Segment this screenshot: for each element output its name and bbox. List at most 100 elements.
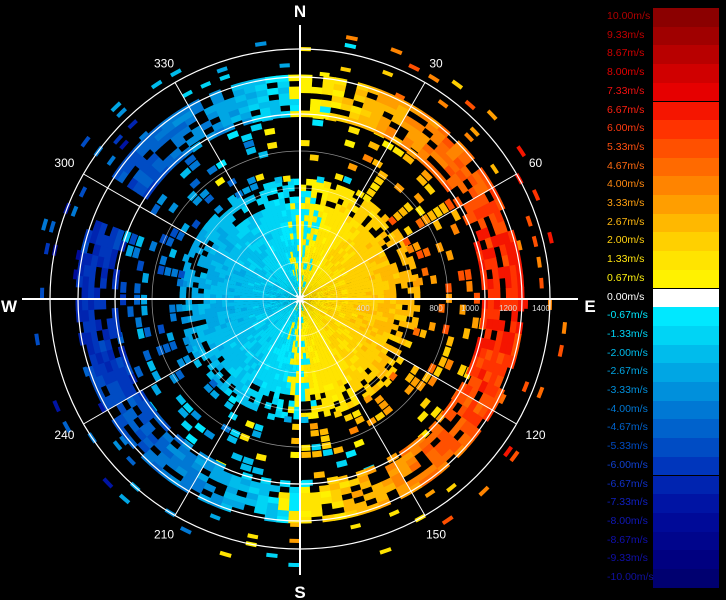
- echo-bin: [292, 358, 297, 366]
- echo-bin: [394, 92, 406, 101]
- echo-bin: [302, 310, 305, 318]
- echo-bin: [277, 80, 290, 89]
- echo-bin: [464, 99, 476, 111]
- echo-bin: [227, 302, 235, 307]
- echo-bin: [258, 100, 271, 110]
- echo-bin: [134, 156, 148, 170]
- echo-bin: [304, 289, 309, 295]
- echo-bin: [264, 287, 272, 292]
- echo-bin: [279, 63, 290, 68]
- echo-bin: [383, 104, 398, 116]
- echo-bin: [448, 160, 461, 174]
- echo-bin: [281, 311, 288, 317]
- echo-bin: [295, 280, 298, 288]
- echo-bin: [334, 252, 341, 259]
- echo-bin: [110, 101, 122, 113]
- echo-bin: [236, 317, 244, 323]
- echo-bin: [345, 215, 353, 224]
- echo-bin: [278, 216, 284, 224]
- echo-bin: [398, 270, 407, 279]
- echo-bin: [250, 354, 258, 363]
- echo-bin: [246, 343, 254, 351]
- echo-bin: [107, 257, 117, 270]
- echo-bin: [294, 346, 298, 354]
- echo-bin: [78, 186, 88, 198]
- echo-bin: [324, 331, 331, 339]
- echo-bin: [374, 411, 386, 422]
- echo-bin: [357, 262, 365, 270]
- echo-bin: [339, 309, 347, 315]
- echo-bin: [230, 276, 238, 282]
- echo-bin: [270, 305, 278, 309]
- echo-bin: [285, 252, 290, 260]
- echo-bin: [219, 550, 232, 558]
- legend-swatch: [653, 344, 719, 364]
- echo-bin: [302, 352, 307, 360]
- echo-bin: [277, 336, 283, 344]
- echo-bin: [355, 259, 363, 267]
- echo-bin: [307, 276, 312, 283]
- echo-bin: [301, 287, 305, 294]
- echo-bin: [363, 394, 373, 404]
- legend-label: 8.67m/s: [607, 47, 645, 60]
- echo-bin: [270, 339, 276, 347]
- echo-bin: [92, 243, 102, 257]
- echo-bin: [257, 253, 264, 261]
- echo-bin: [301, 316, 304, 324]
- echo-bin: [348, 331, 356, 339]
- echo-bin: [254, 350, 262, 358]
- echo-bin: [115, 401, 128, 415]
- legend-label: -9.33m/s: [607, 552, 648, 565]
- echo-bin: [456, 404, 469, 418]
- echo-bin: [141, 436, 155, 450]
- echo-bin: [242, 456, 254, 466]
- echo-bin: [497, 266, 506, 279]
- echo-bin: [561, 322, 567, 334]
- echo-bin: [246, 176, 257, 185]
- echo-bin: [334, 386, 342, 395]
- echo-bin: [203, 303, 211, 310]
- echo-bin: [233, 325, 242, 332]
- echo-bin: [308, 306, 315, 312]
- echo-bin: [320, 496, 333, 505]
- echo-bin: [300, 202, 306, 210]
- echo-bin: [282, 291, 290, 295]
- echo-bin: [412, 120, 426, 133]
- legend-label: -5.33m/s: [607, 440, 648, 453]
- azimuth-label: 210: [154, 528, 174, 542]
- echo-bin: [487, 372, 499, 387]
- echo-bin: [299, 504, 312, 512]
- echo-bin: [312, 272, 317, 279]
- azimuth-spoke: [299, 82, 426, 300]
- echo-bin: [269, 245, 276, 253]
- echo-bin: [262, 266, 269, 273]
- echo-bin: [374, 272, 382, 280]
- echo-bin: [309, 305, 316, 310]
- echo-bin: [316, 276, 322, 283]
- echo-bin: [257, 319, 265, 326]
- echo-bin: [284, 279, 290, 285]
- echo-bin: [505, 299, 513, 311]
- echo-bin: [162, 154, 175, 167]
- echo-bin: [114, 356, 125, 369]
- echo-bin: [142, 176, 155, 189]
- echo-bin: [217, 257, 226, 265]
- echo-bin: [516, 240, 523, 251]
- echo-bin: [256, 317, 264, 324]
- echo-bin: [320, 334, 327, 342]
- echo-bin: [270, 303, 277, 307]
- echo-bin: [396, 104, 410, 116]
- echo-bin: [337, 247, 345, 255]
- echo-bin: [282, 302, 289, 305]
- echo-bin: [250, 235, 258, 243]
- echo-bin: [286, 285, 292, 291]
- range-label: 400: [356, 304, 370, 313]
- legend-label: -4.00m/s: [607, 402, 648, 415]
- echo-bin: [105, 382, 117, 396]
- echo-bin: [432, 424, 445, 437]
- echo-bin: [399, 466, 413, 479]
- echo-bin: [116, 170, 129, 184]
- echo-bin: [281, 300, 289, 302]
- echo-bin: [446, 176, 458, 189]
- echo-bin: [332, 354, 340, 362]
